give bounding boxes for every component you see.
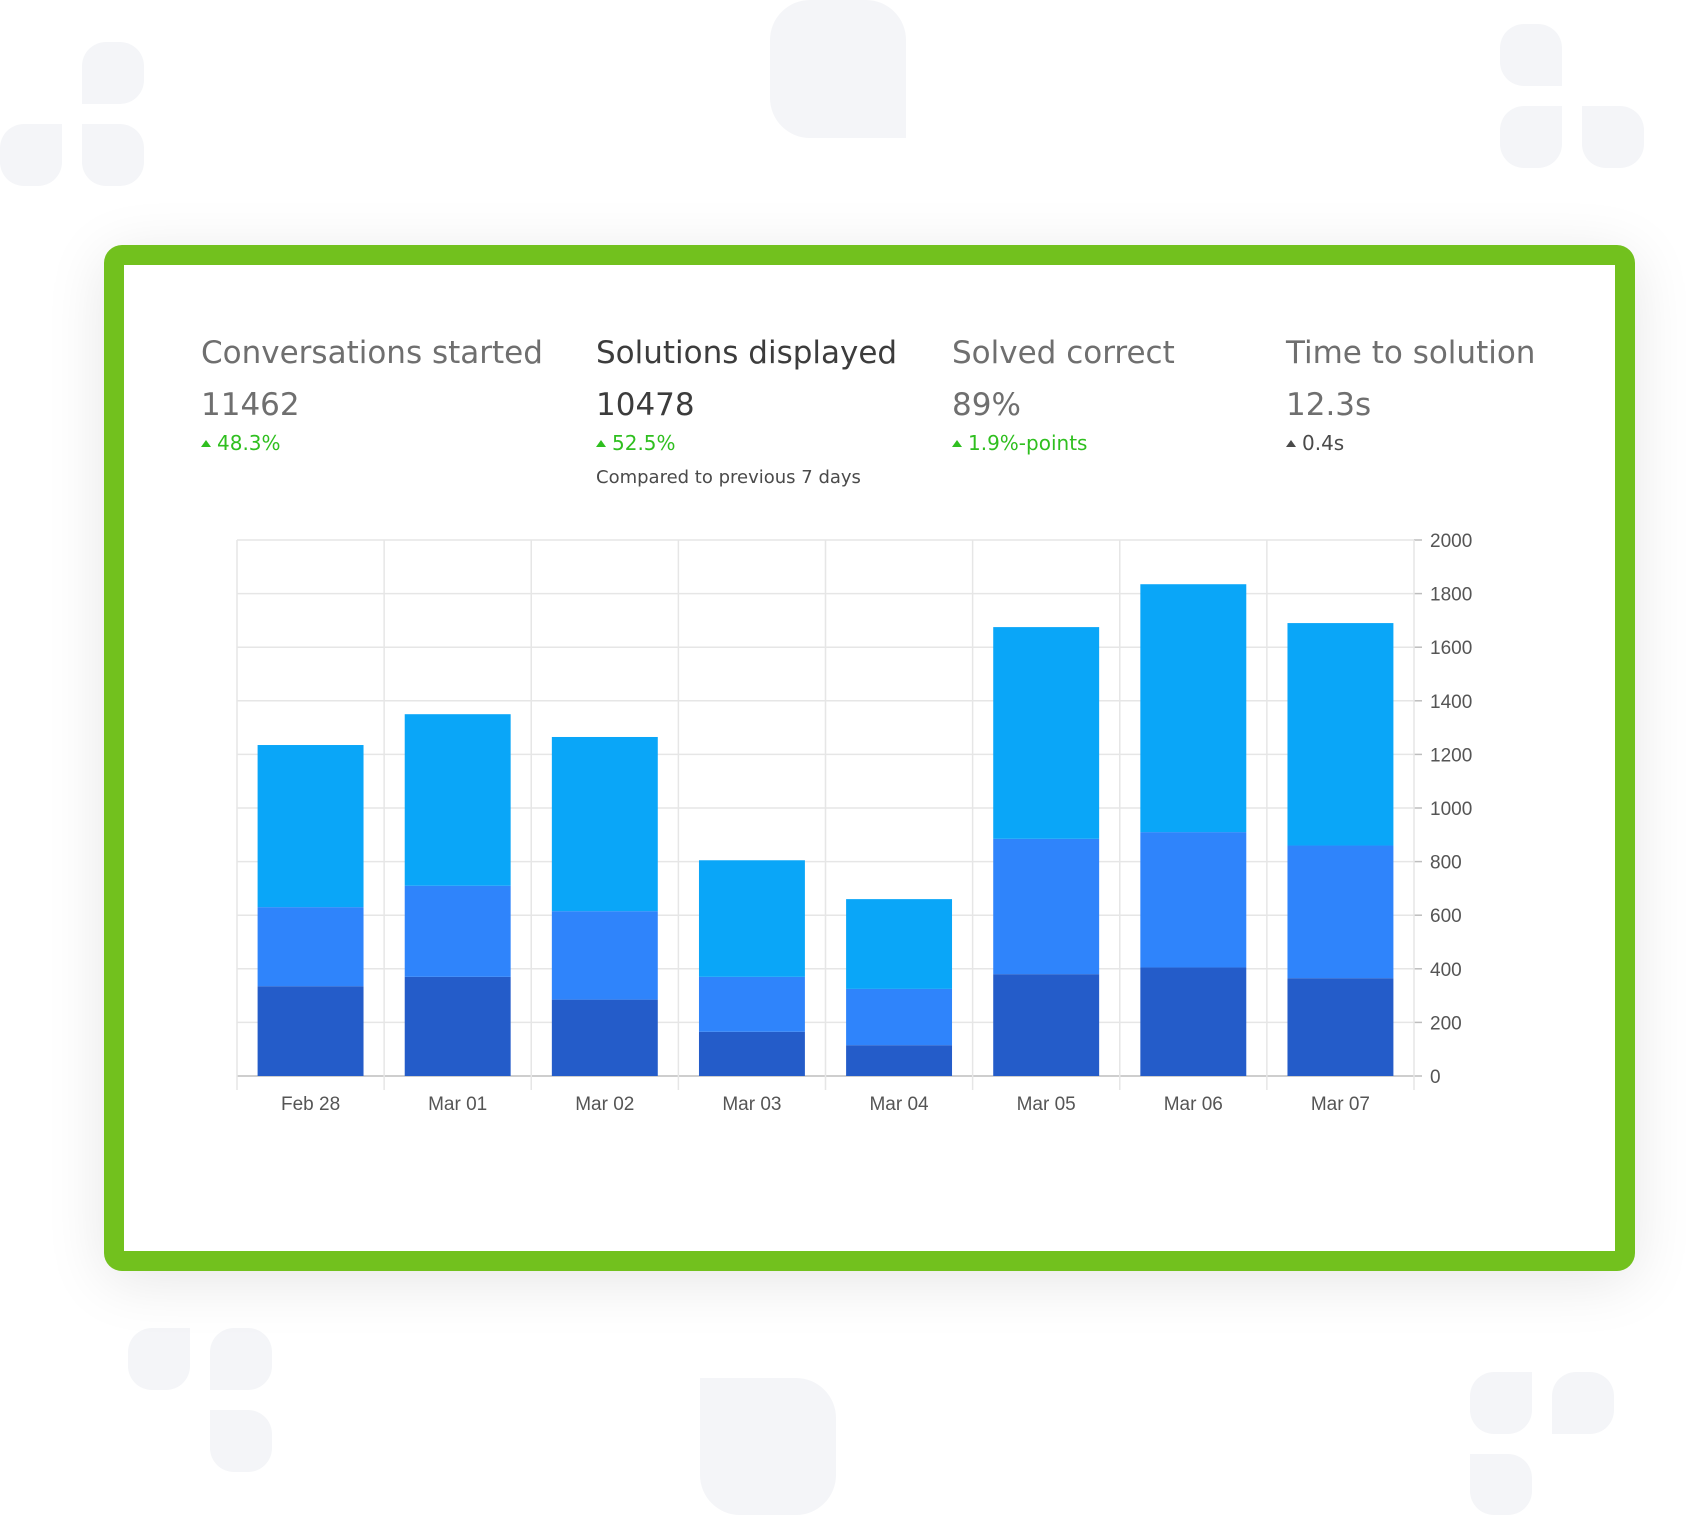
background-shape: [1582, 106, 1644, 168]
metric-change: 1.9%-points: [952, 431, 1175, 455]
metric-value: 10478: [596, 387, 695, 423]
metric-label: Conversations started: [201, 335, 543, 371]
bar-segment-1: [993, 974, 1100, 1076]
metric-change-value: 0.4s: [1302, 431, 1345, 455]
y-tick-label: 200: [1430, 1013, 1462, 1034]
background-shape: [1470, 1454, 1532, 1515]
metric-change-value: 52.5%: [612, 431, 676, 455]
bar-segment-1: [257, 986, 364, 1076]
x-tick-label: Mar 01: [428, 1094, 487, 1115]
bar-segment-2: [698, 976, 805, 1032]
y-tick-label: 400: [1430, 960, 1462, 981]
y-tick-label: 2000: [1430, 531, 1472, 552]
bar-segment-3: [698, 860, 805, 977]
metric-label: Solved correct: [952, 335, 1175, 371]
metric-label: Time to solution: [1286, 335, 1536, 371]
bar-segment-1: [1140, 967, 1247, 1076]
x-tick-label: Mar 05: [1017, 1094, 1076, 1115]
bar-segment-1: [1287, 978, 1394, 1076]
background-shape: [82, 124, 144, 186]
y-tick-label: 1200: [1430, 745, 1472, 766]
bar-segment-3: [846, 899, 953, 989]
metric-value: 12.3s: [1286, 387, 1372, 423]
background-shape: [1470, 1372, 1532, 1434]
y-tick-label: 1600: [1430, 638, 1472, 659]
y-tick-label: 1000: [1430, 799, 1472, 820]
bar-segment-1: [846, 1045, 953, 1076]
y-tick-label: 600: [1430, 906, 1462, 927]
bar-segment-3: [1140, 584, 1247, 833]
bar-segment-3: [551, 736, 658, 912]
metric-time-to-solution[interactable]: Time to solution 12.3s 0.4s: [1286, 335, 1535, 455]
background-shape: [1500, 24, 1562, 86]
x-tick-label: Mar 04: [869, 1094, 929, 1115]
background-shape: [82, 42, 144, 104]
metric-change-value: 48.3%: [217, 431, 281, 455]
bar-segment-3: [404, 714, 511, 886]
background-shape: [1500, 106, 1562, 168]
bar-segment-2: [404, 885, 511, 977]
bar-segment-2: [1287, 845, 1394, 979]
background-shape: [210, 1410, 272, 1472]
bar-segment-3: [1287, 623, 1394, 846]
bar-segment-3: [993, 627, 1100, 839]
background-shape: [0, 124, 62, 186]
arrow-up-icon: [201, 440, 211, 447]
arrow-up-icon: [596, 440, 606, 447]
y-tick-label: 1800: [1430, 585, 1472, 606]
bar-segment-3: [257, 745, 364, 908]
x-tick-label: Mar 06: [1164, 1094, 1223, 1115]
bar-segment-1: [551, 999, 658, 1076]
x-tick-label: Feb 28: [281, 1094, 340, 1115]
metric-change: 52.5%: [596, 431, 897, 455]
arrow-up-icon: [952, 440, 962, 447]
background-shape: [210, 1328, 272, 1390]
background-shape: [1552, 1372, 1614, 1434]
metric-value: 11462: [201, 387, 300, 423]
metric-change: 48.3%: [201, 431, 543, 455]
comparison-note: Compared to previous 7 days: [596, 467, 861, 488]
y-tick-label: 1400: [1430, 692, 1472, 713]
metric-solutions-displayed[interactable]: Solutions displayed 10478 52.5% Compared…: [596, 335, 897, 488]
metric-solved-correct[interactable]: Solved correct 89% 1.9%-points: [952, 335, 1175, 455]
bar-segment-2: [846, 988, 953, 1046]
x-tick-label: Mar 02: [575, 1094, 634, 1115]
x-tick-label: Mar 07: [1311, 1094, 1370, 1115]
background-shape: [128, 1328, 190, 1390]
metric-label: Solutions displayed: [596, 335, 898, 371]
arrow-up-icon: [1286, 440, 1296, 447]
x-tick-label: Mar 03: [722, 1094, 781, 1115]
metric-conversations-started[interactable]: Conversations started 11462 48.3%: [201, 335, 543, 455]
bar-segment-2: [551, 911, 658, 1000]
bar-segment-2: [1140, 832, 1247, 968]
bar-segment-1: [404, 976, 511, 1076]
y-tick-label: 800: [1430, 853, 1462, 874]
metric-change-value: 1.9%-points: [968, 431, 1088, 455]
bar-segment-1: [698, 1031, 805, 1076]
bar-segment-2: [993, 838, 1100, 975]
background-shape: [770, 0, 906, 138]
stacked-bar-chart: 0 200 400 600 800 1000 1200 1400 1600 1800 2000 Feb…: [236, 531, 1472, 1115]
metric-value: 89%: [952, 387, 1021, 423]
bar-segment-2: [257, 907, 364, 987]
background-shape: [700, 1378, 836, 1515]
metric-change: 0.4s: [1286, 431, 1535, 455]
y-tick-label: 0: [1430, 1067, 1441, 1088]
dashboard-card: Conversations started 11462 48.3% Soluti…: [104, 245, 1635, 1271]
